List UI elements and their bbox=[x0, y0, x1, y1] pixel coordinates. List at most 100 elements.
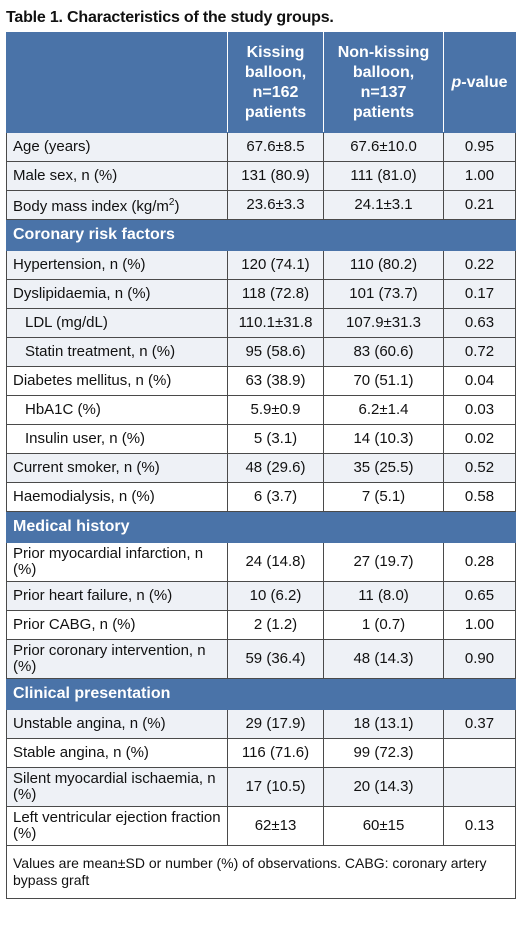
non-kissing-value: 7 (5.1) bbox=[323, 482, 444, 512]
table-row: Prior CABG, n (%) 2 (1.2) 1 (0.7) 1.00 bbox=[6, 610, 516, 640]
p-value: 0.90 bbox=[443, 639, 516, 679]
header-non-kissing-balloon: Non-kissing balloon, n=137 patients bbox=[323, 32, 444, 133]
row-label: Male sex, n (%) bbox=[6, 161, 228, 191]
p-value: 0.63 bbox=[443, 308, 516, 338]
kissing-value: 5 (3.1) bbox=[227, 424, 324, 454]
row-label: Prior heart failure, n (%) bbox=[6, 581, 228, 611]
non-kissing-value: 60±15 bbox=[323, 806, 444, 846]
table-row: Silent myocardial ischaemia, n (%) 17 (1… bbox=[6, 767, 516, 807]
kissing-value: 29 (17.9) bbox=[227, 709, 324, 739]
table-row: LDL (mg/dL) 110.1±31.8 107.9±31.3 0.63 bbox=[6, 308, 516, 338]
kissing-value: 118 (72.8) bbox=[227, 279, 324, 309]
p-value: 0.37 bbox=[443, 709, 516, 739]
kissing-value: 5.9±0.9 bbox=[227, 395, 324, 425]
non-kissing-value: 1 (0.7) bbox=[323, 610, 444, 640]
footnote-row: Values are mean±SD or number (%) of obse… bbox=[6, 845, 516, 899]
kissing-value: 48 (29.6) bbox=[227, 453, 324, 483]
non-kissing-value: 18 (13.1) bbox=[323, 709, 444, 739]
section-title: Clinical presentation bbox=[6, 678, 516, 710]
p-value: 0.04 bbox=[443, 366, 516, 396]
row-label: Haemodialysis, n (%) bbox=[6, 482, 228, 512]
kissing-value: 10 (6.2) bbox=[227, 581, 324, 611]
table-row: Diabetes mellitus, n (%) 63 (38.9) 70 (5… bbox=[6, 366, 516, 396]
non-kissing-value: 101 (73.7) bbox=[323, 279, 444, 309]
row-label: Left ventricular ejection fraction (%) bbox=[6, 806, 228, 846]
row-label: Hypertension, n (%) bbox=[6, 250, 228, 280]
non-kissing-value: 111 (81.0) bbox=[323, 161, 444, 191]
row-label: Current smoker, n (%) bbox=[6, 453, 228, 483]
non-kissing-value: 110 (80.2) bbox=[323, 250, 444, 280]
row-label: LDL (mg/dL) bbox=[6, 308, 228, 338]
p-value: 0.28 bbox=[443, 542, 516, 582]
kissing-value: 6 (3.7) bbox=[227, 482, 324, 512]
kissing-value: 131 (80.9) bbox=[227, 161, 324, 191]
kissing-value: 17 (10.5) bbox=[227, 767, 324, 807]
kissing-value: 95 (58.6) bbox=[227, 337, 324, 367]
table-row: Prior heart failure, n (%) 10 (6.2) 11 (… bbox=[6, 581, 516, 611]
row-label: Statin treatment, n (%) bbox=[6, 337, 228, 367]
non-kissing-value: 24.1±3.1 bbox=[323, 190, 444, 220]
p-value: 0.65 bbox=[443, 581, 516, 611]
p-value: 1.00 bbox=[443, 161, 516, 191]
header-blank bbox=[6, 32, 228, 133]
header-p-value: p-value bbox=[443, 32, 516, 133]
table-row: Haemodialysis, n (%) 6 (3.7) 7 (5.1) 0.5… bbox=[6, 482, 516, 512]
row-label: Body mass index (kg/m2) bbox=[6, 190, 228, 220]
kissing-value: 62±13 bbox=[227, 806, 324, 846]
kissing-value: 2 (1.2) bbox=[227, 610, 324, 640]
table-row: Prior myocardial infarction, n (%) 24 (1… bbox=[6, 542, 516, 582]
table-container: Table 1. Characteristics of the study gr… bbox=[6, 6, 516, 899]
row-label: Unstable angina, n (%) bbox=[6, 709, 228, 739]
header-kissing-balloon: Kissing balloon, n=162 patients bbox=[227, 32, 324, 133]
table-row: Left ventricular ejection fraction (%) 6… bbox=[6, 806, 516, 846]
kissing-value: 59 (36.4) bbox=[227, 639, 324, 679]
non-kissing-value: 20 (14.3) bbox=[323, 767, 444, 807]
row-label: Insulin user, n (%) bbox=[6, 424, 228, 454]
row-label: Age (years) bbox=[6, 132, 228, 162]
p-value: 0.13 bbox=[443, 806, 516, 846]
p-value bbox=[443, 738, 516, 768]
table-row: Current smoker, n (%) 48 (29.6) 35 (25.5… bbox=[6, 453, 516, 483]
p-value: 0.52 bbox=[443, 453, 516, 483]
table-row: Male sex, n (%) 131 (80.9) 111 (81.0) 1.… bbox=[6, 161, 516, 191]
table-row: Statin treatment, n (%) 95 (58.6) 83 (60… bbox=[6, 337, 516, 367]
kissing-value: 24 (14.8) bbox=[227, 542, 324, 582]
table-row: Body mass index (kg/m2) 23.6±3.3 24.1±3.… bbox=[6, 190, 516, 220]
table-row: Unstable angina, n (%) 29 (17.9) 18 (13.… bbox=[6, 709, 516, 739]
non-kissing-value: 107.9±31.3 bbox=[323, 308, 444, 338]
table-title: Table 1. Characteristics of the study gr… bbox=[6, 9, 334, 26]
non-kissing-value: 14 (10.3) bbox=[323, 424, 444, 454]
row-label: Dyslipidaemia, n (%) bbox=[6, 279, 228, 309]
non-kissing-value: 11 (8.0) bbox=[323, 581, 444, 611]
row-label: Prior myocardial infarction, n (%) bbox=[6, 542, 228, 582]
section-header-row: Coronary risk factors bbox=[6, 219, 516, 251]
row-label: HbA1C (%) bbox=[6, 395, 228, 425]
p-value: 0.95 bbox=[443, 132, 516, 162]
header-row: Kissing balloon, n=162 patients Non-kiss… bbox=[6, 32, 516, 133]
p-value: 0.22 bbox=[443, 250, 516, 280]
kissing-value: 110.1±31.8 bbox=[227, 308, 324, 338]
characteristics-table: Kissing balloon, n=162 patients Non-kiss… bbox=[6, 32, 516, 899]
p-value: 1.00 bbox=[443, 610, 516, 640]
p-value: 0.02 bbox=[443, 424, 516, 454]
row-label: Diabetes mellitus, n (%) bbox=[6, 366, 228, 396]
non-kissing-value: 83 (60.6) bbox=[323, 337, 444, 367]
section-title: Coronary risk factors bbox=[6, 219, 516, 251]
kissing-value: 116 (71.6) bbox=[227, 738, 324, 768]
non-kissing-value: 35 (25.5) bbox=[323, 453, 444, 483]
non-kissing-value: 67.6±10.0 bbox=[323, 132, 444, 162]
kissing-value: 67.6±8.5 bbox=[227, 132, 324, 162]
p-value: 0.21 bbox=[443, 190, 516, 220]
row-label: Silent myocardial ischaemia, n (%) bbox=[6, 767, 228, 807]
table-row: Dyslipidaemia, n (%) 118 (72.8) 101 (73.… bbox=[6, 279, 516, 309]
non-kissing-value: 70 (51.1) bbox=[323, 366, 444, 396]
p-value bbox=[443, 767, 516, 807]
p-value: 0.17 bbox=[443, 279, 516, 309]
table-row: Prior coronary intervention, n (%) 59 (3… bbox=[6, 639, 516, 679]
section-title: Medical history bbox=[6, 511, 516, 543]
kissing-value: 63 (38.9) bbox=[227, 366, 324, 396]
table-row: Stable angina, n (%) 116 (71.6) 99 (72.3… bbox=[6, 738, 516, 768]
table-row: Age (years) 67.6±8.5 67.6±10.0 0.95 bbox=[6, 132, 516, 162]
row-label: Stable angina, n (%) bbox=[6, 738, 228, 768]
non-kissing-value: 99 (72.3) bbox=[323, 738, 444, 768]
